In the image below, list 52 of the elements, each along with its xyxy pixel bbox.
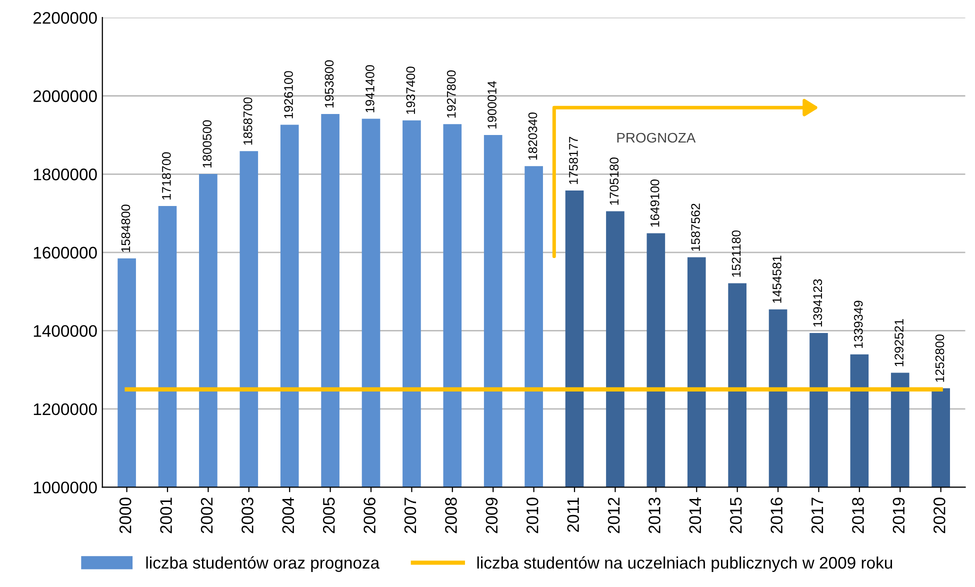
x-tick-label: 2006 bbox=[364, 498, 376, 534]
x-tick-label: 2001 bbox=[160, 498, 172, 534]
data-label: 1587562 bbox=[691, 204, 700, 251]
data-label: 1926100 bbox=[284, 71, 293, 118]
data-label: 1858700 bbox=[243, 97, 252, 145]
data-label: 1394123 bbox=[813, 279, 822, 326]
data-label: 1718700 bbox=[162, 152, 171, 200]
x-tick-label: 2011 bbox=[567, 498, 579, 532]
data-label: 1820340 bbox=[528, 112, 538, 160]
x-tick-label: 2018 bbox=[852, 498, 864, 534]
x-tick-label: 2019 bbox=[892, 498, 905, 534]
x-tick-label: 2002 bbox=[200, 498, 213, 534]
legend-label: liczba studentów na uczelniach publicznych w 2009 roku bbox=[477, 556, 892, 572]
x-tick-label: 2007 bbox=[404, 498, 416, 534]
data-label: 1758177 bbox=[569, 136, 578, 184]
y-tick-label: 2000000 bbox=[33, 90, 97, 102]
x-tick-label: 2000 bbox=[119, 498, 132, 534]
data-label: 1252800 bbox=[935, 334, 944, 382]
y-tick-label: 2200000 bbox=[33, 12, 97, 24]
data-label: 1292521 bbox=[894, 319, 904, 366]
data-label: 1937400 bbox=[406, 66, 416, 114]
data-label: 1649100 bbox=[650, 179, 660, 227]
x-tick-label: 2015 bbox=[730, 498, 742, 534]
data-label: 1454581 bbox=[772, 256, 782, 303]
x-tick-label: 2010 bbox=[526, 498, 538, 534]
x-tick-label: 2012 bbox=[608, 498, 620, 534]
x-tick-label: 2005 bbox=[322, 498, 335, 534]
x-tick-label: 2003 bbox=[242, 498, 254, 534]
x-tick-label: 2016 bbox=[770, 498, 782, 534]
data-label: 1521180 bbox=[732, 230, 741, 277]
x-tick-label: 2017 bbox=[811, 498, 824, 534]
x-tick-label: 2004 bbox=[282, 497, 294, 534]
annotation: PROGNOZA bbox=[617, 132, 696, 143]
x-tick-label: 2020 bbox=[934, 498, 946, 534]
data-label: 1705180 bbox=[610, 158, 619, 205]
x-tick-label: 2009 bbox=[486, 498, 498, 534]
x-tick-label: 2013 bbox=[648, 498, 660, 534]
data-label: 1941400 bbox=[366, 65, 374, 112]
y-tick-label: 1400000 bbox=[34, 325, 97, 337]
data-label: 1584800 bbox=[121, 204, 130, 252]
data-label: 1900014 bbox=[488, 81, 496, 128]
x-tick-label: 2008 bbox=[445, 498, 457, 534]
y-tick-label: 1600000 bbox=[34, 246, 97, 259]
legend-label: liczba studentów oraz prognoza bbox=[146, 556, 380, 572]
data-label: 1800500 bbox=[202, 120, 212, 168]
data-label: 1927800 bbox=[446, 70, 456, 118]
y-tick-label: 1800000 bbox=[34, 168, 97, 180]
y-tick-label: 1200000 bbox=[34, 403, 97, 416]
x-tick-label: 2014 bbox=[689, 497, 702, 534]
data-label: 1339349 bbox=[854, 300, 863, 348]
y-tick-label: 1000000 bbox=[34, 482, 97, 494]
data-label: 1953800 bbox=[324, 60, 334, 108]
